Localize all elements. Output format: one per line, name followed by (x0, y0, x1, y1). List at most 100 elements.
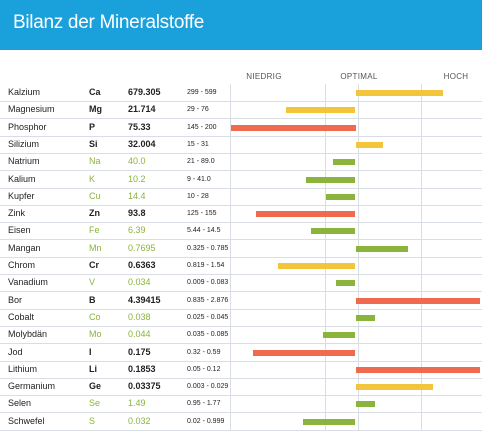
mineral-name: Vanadium (8, 277, 48, 288)
mineral-value: 0.175 (128, 346, 151, 357)
mineral-name: Zink (8, 208, 26, 219)
mineral-symbol: Co (89, 311, 101, 322)
mineral-symbol: Cu (89, 190, 101, 201)
scale-label-optimal: OPTIMAL (340, 72, 378, 81)
level-bar (355, 297, 480, 304)
mineral-value: 10.2 (128, 173, 146, 184)
mineral-range: 29 - 76 (187, 106, 209, 114)
table-row: Magnesium Mg 21.714 29 - 76 (0, 101, 482, 120)
level-bar (355, 366, 480, 373)
mineral-name: Cobalt (8, 311, 35, 322)
table-row: Mangan Mn 0.7695 0.325 - 0.785 (0, 240, 482, 258)
mineral-symbol: Ca (89, 87, 101, 97)
mineral-symbol: V (89, 277, 96, 288)
mineral-value: 6.39 (128, 225, 146, 236)
table-row: Bor B 4.39415 0.835 - 2.876 (0, 292, 482, 310)
mineral-range: 0.009 - 0.083 (187, 279, 229, 287)
table-row: Zink Zn 93.8 125 - 155 (0, 205, 482, 224)
table-row: Selen Se 1.49 0.95 - 1.77 (0, 395, 482, 414)
mineral-name: Kupfer (8, 190, 35, 201)
mineral-symbol: Na (89, 156, 101, 167)
mineral-value: 14.4 (128, 190, 146, 201)
table-row: Silizium Si 32.004 15 - 31 (0, 136, 482, 154)
level-bar (355, 141, 383, 148)
mineral-name: Eisen (8, 225, 31, 236)
mineral-range: 0.819 - 1.54 (187, 262, 225, 269)
table-row: Cobalt Co 0.038 0.025 - 0.045 (0, 309, 482, 327)
level-bar (255, 211, 356, 218)
mineral-symbol: S (89, 415, 96, 426)
mineral-range: 0.05 - 0.12 (187, 365, 221, 373)
mineral-value: 0.032 (128, 415, 151, 426)
level-bar (303, 418, 356, 425)
mineral-value: 1.49 (128, 398, 146, 409)
mineral-symbol: B (89, 294, 96, 305)
level-bar (355, 90, 443, 96)
table-row: Eisen Fe 6.39 5.44 - 14.5 (0, 222, 482, 241)
mineral-name: Silizium (8, 138, 40, 149)
mineral-symbol: Ge (89, 381, 102, 392)
level-bar (325, 193, 356, 200)
mineral-symbol: Mg (89, 104, 102, 115)
mineral-range: 0.025 - 0.045 (187, 313, 229, 321)
mineral-value: 0.6363 (128, 260, 156, 270)
mineral-name: Chrom (8, 260, 36, 270)
mineral-symbol: K (89, 173, 96, 184)
mineral-range: 0.32 - 0.59 (187, 348, 221, 356)
mineral-range: 21 - 89.0 (187, 158, 215, 166)
level-bar (231, 124, 356, 131)
scale-label-high: HOCH (443, 72, 469, 81)
level-bar (278, 263, 356, 269)
mineral-value: 0.044 (128, 329, 151, 340)
mineral-range: 0.035 - 0.085 (187, 331, 229, 339)
level-bar (323, 332, 356, 339)
mineral-name: Natrium (8, 156, 40, 167)
mineral-value: 0.03375 (128, 381, 161, 392)
mineral-symbol: Mn (89, 242, 102, 253)
mineral-range: 0.02 - 0.999 (187, 417, 225, 425)
scale-label-low: NIEDRIG (246, 72, 282, 81)
mineral-range: 0.95 - 1.77 (187, 400, 221, 408)
mineral-range: 15 - 31 (187, 140, 209, 148)
table-row: Chrom Cr 0.6363 0.819 - 1.54 (0, 257, 482, 275)
mineral-range: 0.325 - 0.785 (187, 244, 229, 252)
table-row: Lithium Li 0.1853 0.05 - 0.12 (0, 361, 482, 379)
mineral-value: 40.0 (128, 156, 146, 167)
mineral-name: Kalium (8, 173, 36, 184)
level-bar (305, 176, 356, 183)
mineral-symbol: Mo (89, 329, 102, 340)
mineral-range: 5.44 - 14.5 (187, 227, 221, 235)
mineral-symbol: Fe (89, 225, 100, 236)
mineral-symbol: Se (89, 398, 101, 409)
table-row: Kupfer Cu 14.4 10 - 28 (0, 188, 482, 206)
table-row: Jod I 0.175 0.32 - 0.59 (0, 344, 482, 362)
mineral-value: 21.714 (128, 104, 156, 115)
mineral-range: 299 - 599 (187, 89, 217, 96)
mineral-value: 75.33 (128, 121, 151, 132)
mineral-symbol: Cr (89, 260, 100, 270)
mineral-symbol: Li (89, 363, 97, 374)
level-bar (335, 280, 356, 287)
mineral-value: 0.034 (128, 277, 151, 288)
mineral-range: 145 - 200 (187, 123, 217, 131)
level-bar (285, 107, 356, 114)
mineral-range: 0.835 - 2.876 (187, 296, 229, 304)
mineral-name: Germanium (8, 381, 56, 392)
mineral-value: 93.8 (128, 208, 146, 219)
mineral-value: 0.7695 (128, 242, 156, 253)
mineral-range: 9 - 41.0 (187, 175, 211, 183)
mineral-name: Lithium (8, 363, 38, 374)
table-row: Phosphor P 75.33 145 - 200 (0, 119, 482, 137)
mineral-range: 0.003 - 0.029 (187, 383, 229, 391)
level-bar (355, 384, 433, 391)
mineral-symbol: P (89, 121, 96, 132)
table-row: Germanium Ge 0.03375 0.003 - 0.029 (0, 378, 482, 397)
mineral-value: 679.305 (128, 87, 161, 97)
page-title: Bilanz der Mineralstoffe (13, 12, 204, 33)
mineral-symbol: I (89, 346, 92, 357)
mineral-symbol: Zn (89, 208, 100, 219)
table-row: Natrium Na 40.0 21 - 89.0 (0, 153, 482, 172)
header-bar: Bilanz der Mineralstoffe (0, 0, 482, 50)
mineral-name: Molybdän (8, 329, 48, 340)
level-bar (333, 159, 356, 166)
